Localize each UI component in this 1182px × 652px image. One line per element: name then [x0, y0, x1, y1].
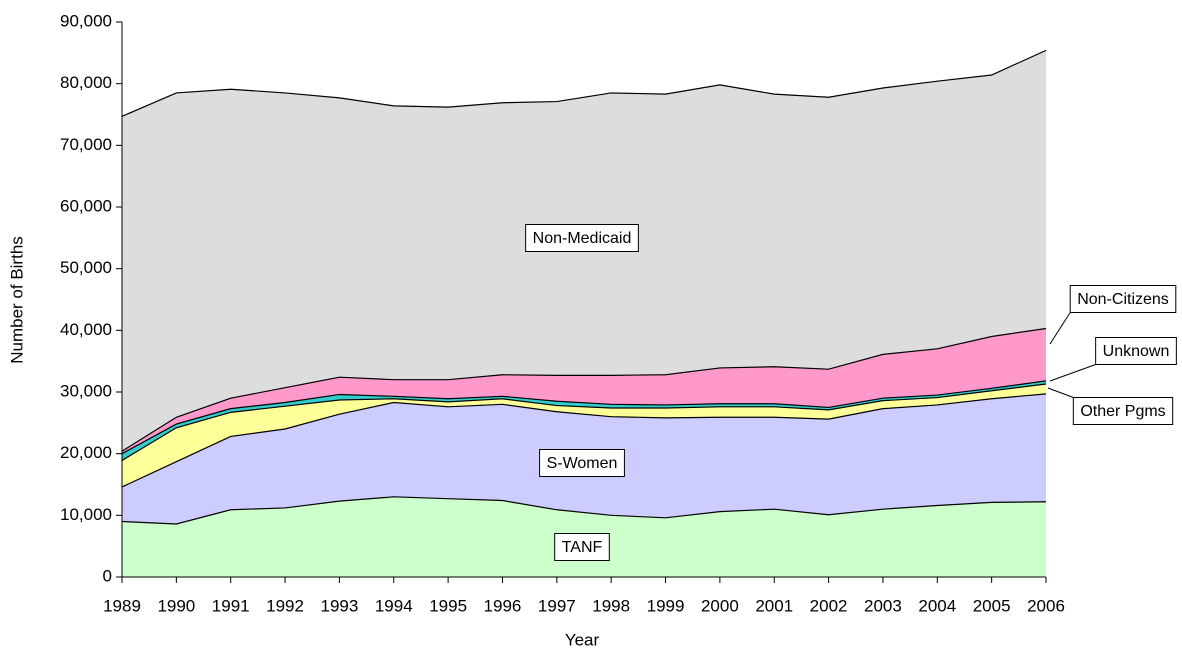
x-tick-label: 1994	[375, 596, 413, 615]
label-box	[1095, 337, 1177, 365]
leader-line	[1047, 387, 1074, 398]
x-tick-label: 1996	[484, 596, 522, 615]
series-label-text: S-Women	[547, 455, 618, 472]
area-edge	[121, 49, 1047, 117]
area-edge	[121, 327, 1047, 452]
x-tick-label: 1995	[429, 596, 467, 615]
series-label: Other Pgms	[1047, 387, 1174, 425]
series-label: Unknown	[1049, 337, 1177, 382]
x-tick-label: 1992	[266, 596, 304, 615]
x-tick-label: 1999	[647, 596, 685, 615]
label-box	[1069, 285, 1177, 313]
x-tick-label: 1997	[538, 596, 576, 615]
series-label: Non-Citizens	[1049, 285, 1177, 345]
area-edge	[121, 383, 1047, 461]
x-tick-label: 1998	[592, 596, 630, 615]
area-edge	[121, 380, 1047, 455]
y-tick-label: 80,000	[60, 73, 112, 92]
y-tick-label: 70,000	[60, 135, 112, 154]
y-tick-label: 20,000	[60, 443, 112, 462]
y-tick-label: 60,000	[60, 196, 112, 215]
x-axis-title: Year	[565, 630, 600, 649]
y-tick-label: 90,000	[60, 11, 112, 30]
series-label: Non-Medicaid	[525, 224, 639, 252]
series-label-text: Other Pgms	[1080, 403, 1165, 420]
x-tick-label: 2006	[1027, 596, 1065, 615]
series-label-text: Unknown	[1103, 343, 1170, 360]
x-tick-label: 1991	[212, 596, 250, 615]
y-tick-label: 0	[103, 566, 112, 585]
series-label: TANF	[554, 533, 610, 561]
area-edge	[121, 393, 1047, 488]
series-label-text: Non-Medicaid	[533, 230, 632, 247]
x-tick-label: 1993	[320, 596, 358, 615]
label-box	[525, 224, 639, 252]
y-tick-label: 50,000	[60, 258, 112, 277]
x-tick-label: 2001	[755, 596, 793, 615]
series-label-text: Non-Citizens	[1077, 291, 1169, 308]
y-tick-label: 30,000	[60, 381, 112, 400]
x-tick-label: 1989	[103, 596, 141, 615]
x-tick-label: 2005	[973, 596, 1011, 615]
y-tick-label: 40,000	[60, 320, 112, 339]
area	[122, 328, 1046, 454]
series-label-text: TANF	[562, 539, 603, 556]
area-edge	[121, 496, 1047, 525]
x-tick-label: 2003	[864, 596, 902, 615]
leader-line	[1049, 312, 1071, 345]
label-box	[1072, 397, 1174, 425]
x-tick-label: 2002	[810, 596, 848, 615]
area	[122, 383, 1046, 487]
y-tick-label: 10,000	[60, 505, 112, 524]
x-tick-label: 2004	[918, 596, 956, 615]
y-axis-title: Number of Births	[7, 236, 26, 364]
x-tick-label: 1990	[157, 596, 195, 615]
leader-line	[1049, 364, 1096, 382]
x-tick-label: 2000	[701, 596, 739, 615]
label-box	[539, 449, 625, 477]
label-box	[554, 533, 610, 561]
series-label: S-Women	[539, 449, 625, 477]
